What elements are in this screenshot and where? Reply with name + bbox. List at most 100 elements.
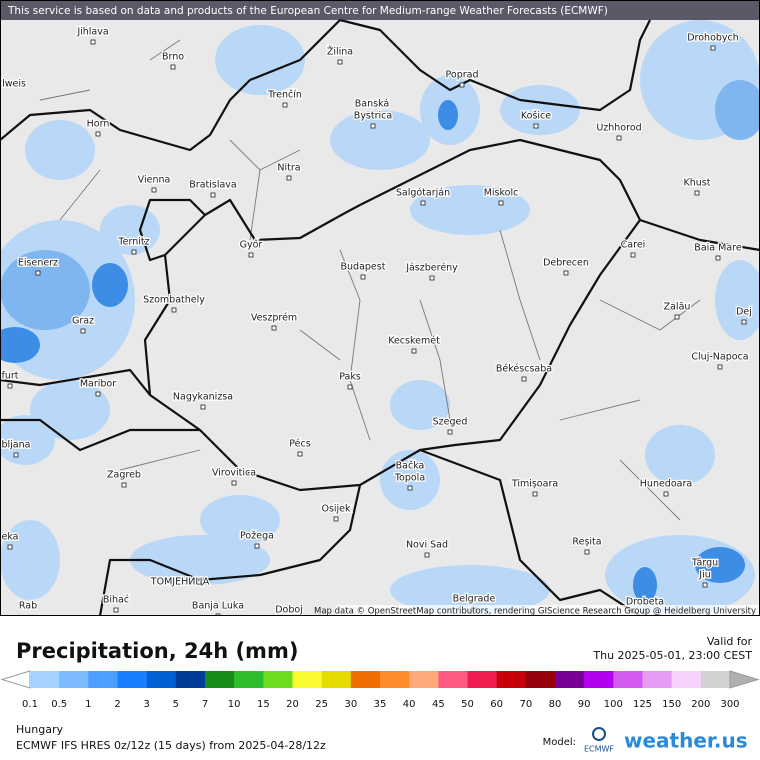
scale-label: 300 (720, 699, 739, 710)
scale-label: 150 (662, 699, 681, 710)
city-label: Paks (339, 372, 361, 383)
city-label: Miskolc (484, 188, 519, 199)
scale-label: 20 (286, 699, 299, 710)
city-marker (360, 274, 366, 280)
city-marker (286, 175, 292, 181)
city-label: Maribor (80, 379, 116, 390)
city-label: bljana (2, 440, 31, 451)
scale-swatch (380, 671, 410, 688)
scale-label: 0.5 (51, 699, 67, 710)
city-label: Banská (355, 99, 389, 110)
valid-time: Thu 2025-05-01, 23:00 CEST (592, 649, 752, 662)
model-logo: ECMWF (584, 745, 614, 754)
city-marker (702, 582, 708, 588)
scale-swatch (642, 671, 672, 688)
scale-label: 60 (490, 699, 503, 710)
city-label: Győr (240, 240, 263, 251)
city-label: Poprad (446, 70, 479, 81)
city-label: Szeged (433, 417, 468, 428)
city-label: Horn (87, 119, 110, 130)
city-label: Debrecen (543, 258, 589, 269)
scale-swatch (350, 671, 381, 688)
city-marker (95, 131, 101, 137)
scale-label: 100 (604, 699, 623, 710)
city-label: Drohobych (687, 33, 739, 44)
scale-swatch (234, 671, 264, 688)
city-marker (271, 325, 277, 331)
city-marker (717, 364, 723, 370)
city-marker (113, 607, 119, 613)
city-marker (200, 404, 206, 410)
city-marker (282, 102, 288, 108)
city-marker (131, 249, 137, 255)
city-label: Žilina (327, 46, 353, 58)
scale-label: 1 (85, 699, 91, 710)
city-marker (674, 314, 680, 320)
scale-swatch (555, 671, 585, 688)
city-marker (90, 39, 96, 45)
city-label: Doboj (275, 605, 303, 616)
scale-label: 0.1 (22, 699, 38, 710)
scale-swatch (525, 671, 556, 688)
scale-label: 40 (403, 699, 416, 710)
city-marker (254, 543, 260, 549)
city-marker (80, 328, 86, 334)
city-label: ТОМЈЕНИЦА (150, 577, 210, 588)
city-label: Cluj-Napoca (691, 352, 748, 363)
city-marker (210, 192, 216, 198)
city-label: Košice (521, 111, 551, 122)
city-marker (533, 123, 539, 129)
city-marker (715, 255, 721, 261)
map: Jihlava Brno Žilina Poprad Drohobych lweis Hor… (0, 0, 760, 616)
scale-label: 90 (578, 699, 591, 710)
city-label: Szombathely (143, 295, 205, 306)
city-marker (35, 270, 41, 276)
city-marker (447, 429, 453, 435)
scale-swatch (30, 671, 60, 688)
scale-label: 30 (344, 699, 357, 710)
scale-label: 35 (374, 699, 387, 710)
city-labels: Jihlava Brno Žilina Poprad Drohobych lweis Hor… (0, 25, 753, 616)
city-label: Zagreb (107, 470, 141, 481)
city-marker (521, 376, 527, 382)
city-marker (347, 384, 353, 390)
city-label: Budapest (341, 262, 386, 273)
city-label: Békéscsaba (496, 364, 552, 375)
city-label: Novi Sad (406, 540, 448, 551)
city-label: Timișoara (511, 479, 558, 490)
ecmwf-icon (592, 727, 606, 741)
city-label: Kecskemét (388, 336, 440, 347)
scale-label: 50 (461, 699, 474, 710)
model-run: ECMWF IFS HRES 0z/12z (15 days) from 202… (16, 739, 326, 752)
region-name: Hungary (16, 723, 63, 736)
scale-swatch (671, 671, 702, 688)
city-label: Khust (684, 178, 711, 189)
city-label: Topola (394, 473, 425, 484)
city-marker (231, 480, 237, 486)
city-label: Baia Mare (694, 243, 742, 254)
scale-label: 15 (257, 699, 270, 710)
city-marker (333, 516, 339, 522)
city-label: Nitra (277, 163, 300, 174)
scale-arrow-left (0, 670, 31, 689)
city-marker (429, 275, 435, 281)
city-label: eka (1, 532, 18, 543)
color-scale: 0.1 0.5 1 2 3 5 7 10 15 20 25 30 35 40 45 50 60 70 80 90 100… (0, 670, 760, 710)
city-label: furt (2, 371, 19, 382)
city-marker (459, 82, 465, 88)
region-borders (39, 39, 701, 521)
scale-label: 25 (315, 699, 328, 710)
city-marker (171, 307, 177, 313)
city-label: Carei (621, 240, 646, 251)
city-marker (424, 552, 430, 558)
city-marker (297, 451, 303, 457)
city-label: Zalău (664, 302, 691, 313)
city-marker (584, 549, 590, 555)
city-label: Jihlava (76, 27, 108, 38)
scale-swatch (700, 671, 731, 688)
city-label: Graz (72, 316, 94, 327)
city-marker (694, 190, 700, 196)
city-label: Požega (240, 531, 274, 542)
city-marker (563, 270, 569, 276)
scale-swatch (467, 671, 497, 688)
